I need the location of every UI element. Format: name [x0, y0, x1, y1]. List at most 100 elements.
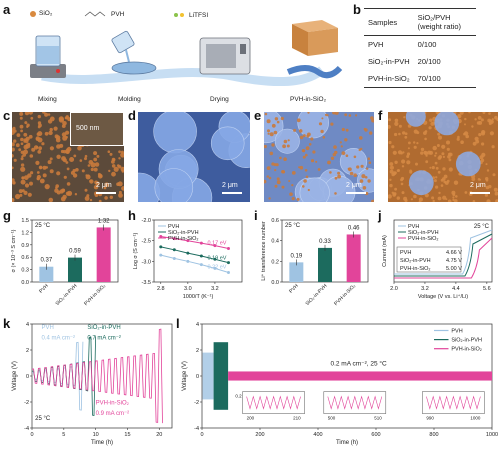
sem-particle: [16, 133, 21, 137]
sem-particle: [310, 137, 314, 141]
sem-particle: [12, 182, 15, 185]
onset-table-frame: [396, 246, 462, 273]
inset-x-tick-label: 990: [426, 416, 434, 421]
sem-particle: [362, 186, 367, 190]
data-point: [226, 270, 230, 274]
sem-particle: [113, 166, 119, 172]
sem-particle: [27, 192, 32, 197]
sem-particle: [416, 142, 419, 145]
series-band: [213, 342, 229, 410]
sem-particle: [344, 113, 348, 117]
series-line: [394, 233, 493, 277]
sem-particle: [396, 196, 400, 200]
series-band: [202, 352, 214, 400]
series-line: [31, 328, 163, 424]
data-label: 0.46: [348, 225, 360, 231]
sem-particle: [479, 155, 484, 160]
sem-particle: [359, 179, 364, 183]
sem-particle: [324, 113, 328, 117]
sem-particle: [474, 118, 477, 121]
sem-particle: [274, 184, 278, 188]
sem-particle: [482, 112, 486, 114]
sem-particle: [487, 118, 492, 123]
temperature-annotation: 25 °C: [285, 223, 301, 229]
sem-particle: [54, 134, 59, 139]
sem-particle: [484, 193, 488, 197]
sem-particle: [104, 196, 108, 200]
sem-particle: [485, 163, 488, 166]
sem-particle: [307, 188, 310, 192]
sem-particle: [36, 132, 40, 136]
sem-particle: [49, 146, 55, 151]
table-row: SiO₂-in-PVH 20/100: [368, 57, 441, 66]
sem-particle: [494, 115, 498, 120]
onset-voltage-label: 5.00 V: [446, 266, 462, 272]
sem-particle: [279, 156, 282, 160]
sem-particle: [109, 195, 114, 199]
sem-particle: [413, 141, 416, 144]
sem-particle: [416, 131, 420, 135]
sem-particle: [348, 114, 352, 117]
sem-particle: [442, 167, 446, 171]
sem-particle: [445, 198, 448, 201]
y-tick-label: 2: [26, 348, 29, 354]
chart-conductivity: 0.0 0.3 0.6 0.9 1.2 1.5 σ (× 10⁻³ S cm⁻¹) 25 °C…: [11, 218, 119, 307]
table-row: PVH-in-SiO₂ 70/100: [364, 70, 476, 88]
sem-particle: [58, 116, 64, 122]
y-tick-label: 0: [26, 374, 29, 380]
sem-particle: [36, 174, 41, 180]
sem-particle: [103, 186, 107, 190]
sem-particle: [29, 181, 33, 186]
current-label: 0.7 mA cm⁻²: [87, 336, 121, 342]
sem-particle: [30, 171, 34, 175]
panel-label-f: f: [378, 108, 383, 123]
sem-particle: [345, 154, 349, 157]
x-tick-label: PVH: [38, 283, 50, 295]
sem-particle: [21, 155, 24, 158]
y-tick-label: -3.5: [142, 280, 151, 286]
sem-image-e: 2 μm: [264, 112, 374, 202]
sem-particle: [489, 131, 494, 136]
sem-particle: [118, 157, 121, 160]
sem-particle: [394, 160, 398, 164]
data-point: [186, 251, 190, 255]
sem-particle: [109, 152, 113, 156]
data-label: 0.19: [290, 253, 302, 259]
sem-particles-d: [138, 112, 250, 202]
y-axis-label: Li⁺ transference number: [260, 221, 267, 281]
series-line: [160, 254, 229, 273]
panel-a-schematic: SiO₂ PVH LiTFSI: [22, 6, 347, 106]
series-band: [228, 371, 492, 381]
data-label: 0.33: [319, 239, 331, 245]
sem-particle: [36, 171, 40, 174]
table-header-row: Samples SiO₂/PVH (weight ratio): [364, 8, 476, 36]
sem-particle: [369, 131, 373, 135]
data-point: [226, 261, 230, 265]
sem-particle: [447, 152, 452, 157]
sem-particle: [485, 179, 489, 182]
sem-particle: [66, 146, 72, 152]
sem-particle: [318, 122, 323, 126]
sem-particle: [39, 166, 43, 170]
sem-particle: [20, 142, 24, 145]
sem-particle: [26, 123, 30, 127]
sem-particle: [44, 131, 49, 136]
sem-particle: [39, 178, 45, 184]
sem-particle: [289, 192, 293, 196]
y-tick-label: -4: [24, 426, 29, 432]
sem-particle: [494, 191, 498, 196]
sem-particle: [283, 157, 287, 161]
sem-particle: [393, 192, 397, 196]
sem-particle: [47, 160, 52, 165]
sem-particle: [111, 160, 115, 164]
sem-particle: [30, 116, 34, 120]
x-tick-label: PVH: [288, 283, 300, 295]
sem-particle: [468, 112, 471, 114]
sem-particle: [479, 178, 482, 181]
y-tick-label: 0.9: [21, 243, 29, 249]
panel-label-d: d: [128, 108, 136, 123]
sem-particle: [392, 150, 397, 155]
x-tick-label: 800: [429, 432, 438, 438]
sem-particle: [268, 197, 271, 200]
legend-label: PVH: [451, 329, 462, 335]
